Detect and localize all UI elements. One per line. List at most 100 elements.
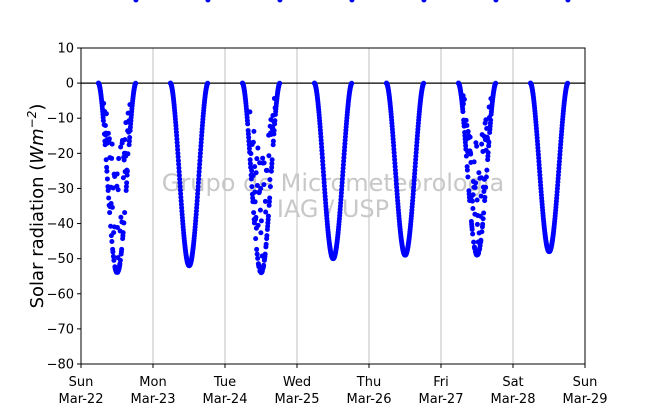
y-tick-label: −70	[47, 322, 74, 337]
data-point	[109, 155, 115, 161]
data-point	[177, 180, 183, 186]
data-point	[194, 194, 200, 200]
data-point	[177, 183, 183, 189]
data-point	[270, 142, 276, 148]
data-point	[465, 174, 471, 180]
x-tick-label-date: Mar-23	[131, 392, 176, 407]
data-point	[175, 158, 181, 164]
data-point	[100, 118, 106, 124]
data-point	[271, 128, 277, 134]
data-point	[197, 150, 203, 156]
data-point	[103, 157, 109, 163]
watermark-line-1: Grupo de Micrometeorologia	[162, 169, 504, 197]
data-point	[255, 255, 261, 261]
data-point	[247, 161, 253, 167]
data-point	[126, 142, 132, 148]
data-point	[254, 251, 260, 257]
data-point	[124, 172, 130, 178]
data-point	[195, 191, 201, 197]
x-tick-label-day: Wed	[283, 375, 311, 390]
x-tick-label-date: Mar-29	[563, 392, 608, 407]
data-point	[245, 121, 251, 127]
y-tick-label: −60	[47, 287, 74, 302]
data-point	[174, 139, 180, 145]
data-point	[256, 264, 262, 270]
data-point	[474, 197, 480, 203]
data-point	[118, 214, 124, 220]
data-point	[254, 183, 260, 189]
data-point	[197, 158, 203, 164]
data-point	[115, 187, 121, 193]
data-point	[197, 154, 203, 160]
y-tick-label: −40	[47, 217, 74, 232]
y-axis-label: Solar radiation (Wm−2)	[25, 104, 48, 309]
data-point	[254, 156, 260, 162]
data-point	[478, 193, 484, 199]
data-point	[277, 80, 283, 86]
data-point	[463, 153, 469, 159]
data-point	[470, 192, 476, 198]
data-point	[110, 185, 116, 191]
data-point	[488, 117, 494, 123]
data-point	[122, 137, 128, 143]
data-point	[461, 96, 467, 102]
data-point	[127, 135, 133, 141]
data-point	[174, 143, 180, 149]
data-point	[198, 147, 204, 153]
data-point	[105, 130, 111, 136]
data-point	[340, 169, 346, 175]
data-point	[109, 204, 115, 210]
data-point	[109, 141, 115, 147]
data-point	[111, 257, 117, 263]
data-point	[196, 172, 202, 178]
data-point	[493, 0, 499, 3]
data-point	[104, 164, 110, 170]
data-point	[123, 187, 129, 193]
grid-lines	[152, 48, 514, 364]
data-point	[133, 0, 139, 3]
data-point	[479, 229, 485, 235]
data-point	[246, 145, 252, 151]
data-point	[263, 209, 269, 215]
data-point	[254, 246, 260, 252]
data-point	[479, 141, 485, 147]
data-point	[114, 224, 120, 230]
data-point	[250, 195, 256, 201]
data-point	[277, 0, 283, 3]
watermark: Grupo de Micrometeorologia IAG / USP	[162, 169, 504, 223]
data-point	[197, 161, 203, 167]
data-point	[176, 169, 182, 175]
data-point	[349, 80, 355, 86]
data-point	[248, 151, 254, 157]
y-axis-label-var: Wm	[27, 128, 48, 163]
y-axis-label-main: Solar radiation (	[27, 164, 48, 309]
data-point	[261, 160, 267, 166]
data-point	[176, 172, 182, 178]
x-tick-label-day: Thu	[356, 375, 381, 390]
data-point	[111, 230, 117, 236]
data-point	[117, 257, 123, 263]
data-point	[321, 172, 327, 178]
data-point	[421, 80, 427, 86]
data-point	[175, 147, 181, 153]
data-point	[469, 198, 475, 204]
data-point	[101, 100, 107, 106]
data-point	[470, 205, 476, 211]
data-point	[482, 194, 488, 200]
y-tick-label: −20	[47, 147, 74, 162]
data-point	[118, 144, 124, 150]
data-point	[267, 177, 273, 183]
x-axis: Sun Mar-22 Mon Mar-23 Tue Mar-24 Wed Mar-25 Thu M…	[59, 364, 608, 407]
data-point	[340, 172, 346, 178]
data-point	[255, 145, 261, 151]
data-point	[198, 143, 204, 149]
data-point	[103, 111, 109, 117]
data-point	[246, 135, 252, 141]
data-point	[481, 189, 487, 195]
data-point	[261, 262, 267, 268]
data-point	[478, 237, 484, 243]
x-tick-label-date: Mar-22	[59, 392, 104, 407]
data-point	[205, 0, 211, 3]
data-point	[339, 176, 345, 182]
